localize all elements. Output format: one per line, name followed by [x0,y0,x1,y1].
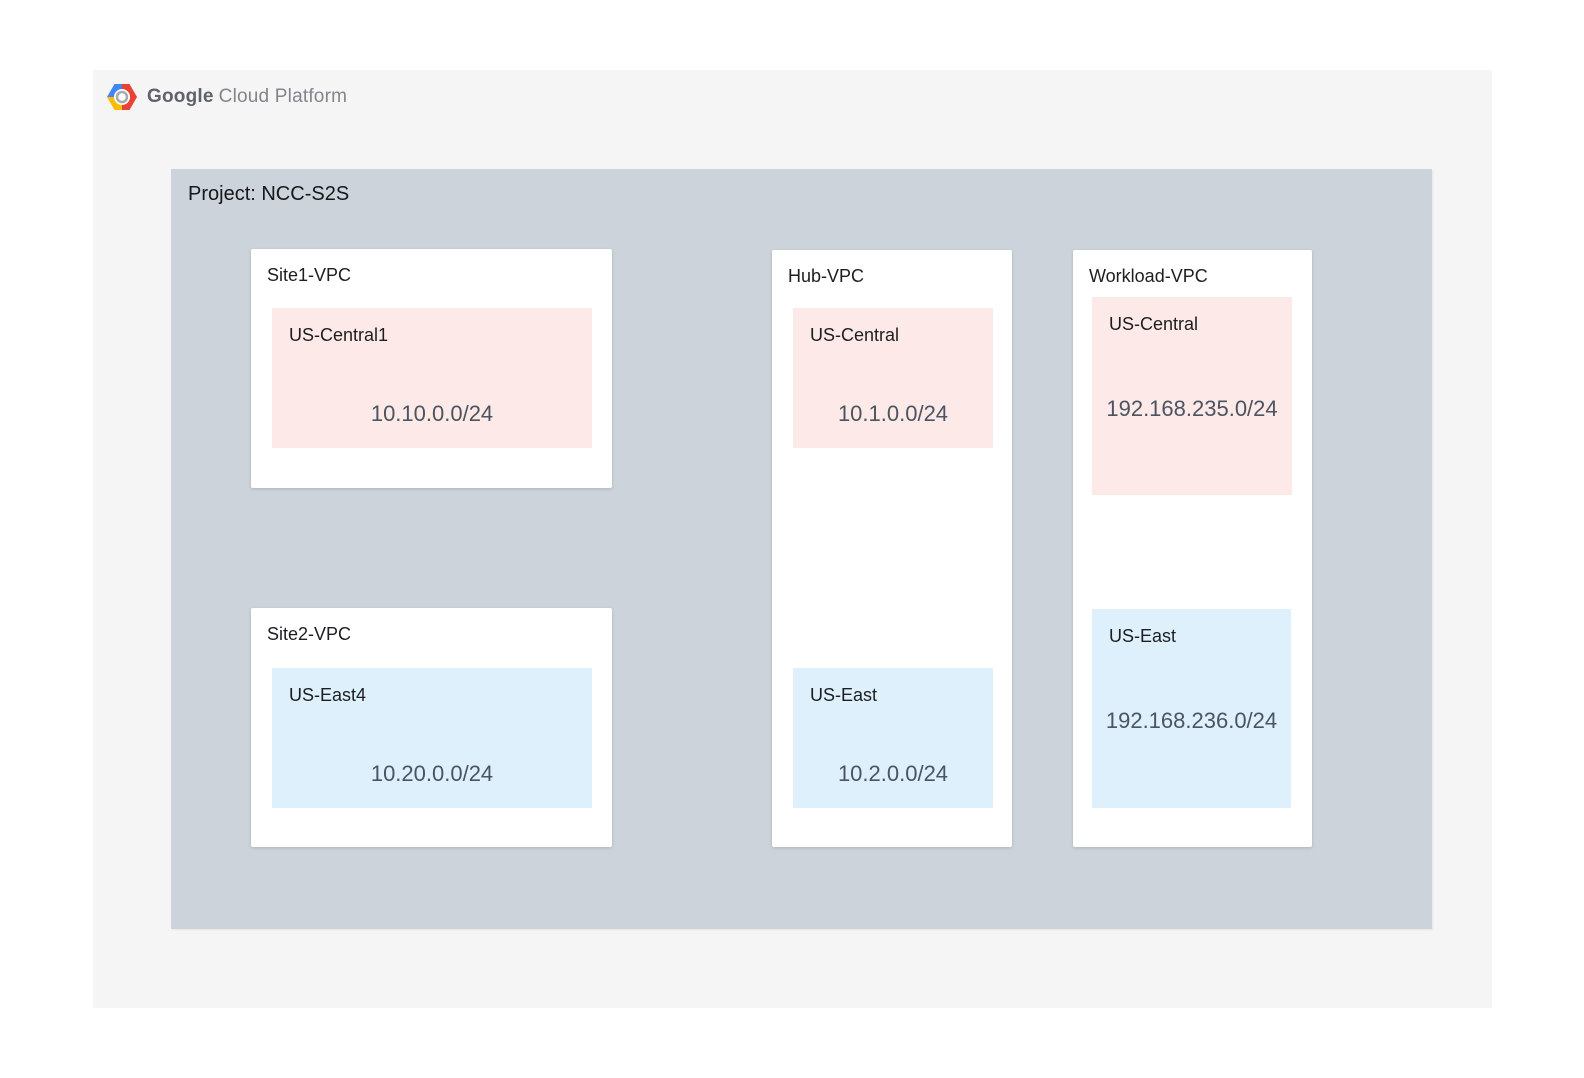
region-name: US-East [810,685,878,705]
region-cidr: 192.168.236.0/24 [1105,708,1278,733]
region-name: US-Central [810,325,900,345]
region-card-workload-us-central: US-Central 192.168.235.0/24 [1092,297,1292,495]
region-card-site2-us-east4: US-East4 10.20.0.0/24 [272,668,592,808]
gcp-logo-text: Google Cloud Platform [147,86,347,108]
region-card-hub-us-central: US-Central 10.1.0.0/24 [793,308,993,448]
region-name: US-East [1109,626,1177,646]
gcp-logo: Google Cloud Platform [106,82,347,112]
region-cidr: 10.10.0.0/24 [370,401,494,426]
region-cidr: 10.1.0.0/24 [837,401,949,426]
vpc-box-workload: Workload-VPC US-Central 192.168.235.0/24… [1073,250,1312,847]
region-card-site1-us-central1: US-Central1 10.10.0.0/24 [272,308,592,448]
vpc-box-site2: Site2-VPC US-East4 10.20.0.0/24 [251,608,612,847]
region-cidr: 10.20.0.0/24 [370,761,494,786]
region-name: US-Central [1109,314,1199,334]
region-cidr: 192.168.235.0/24 [1106,396,1278,421]
vpc-title: Site2-VPC [267,624,352,644]
logo-text-cloud-platform: Cloud Platform [218,86,348,107]
vpc-title: Site1-VPC [267,265,352,285]
region-name: US-East4 [289,685,367,705]
logo-text-google: Google [147,86,214,107]
region-cidr: 10.2.0.0/24 [837,761,949,786]
gcp-hexagon-icon [106,83,138,111]
project-label: Project: NCC-S2S [188,183,350,205]
region-card-workload-us-east: US-East 192.168.236.0/24 [1092,609,1291,808]
region-card-hub-us-east: US-East 10.2.0.0/24 [793,668,993,808]
project-container: Project: NCC-S2S Site1-VPC US-Central1 1… [171,169,1432,929]
vpc-box-site1: Site1-VPC US-Central1 10.10.0.0/24 [251,249,612,488]
region-name: US-Central1 [289,325,389,345]
vpc-title: Hub-VPC [788,266,865,286]
vpc-title: Workload-VPC [1089,266,1208,286]
vpc-box-hub: Hub-VPC US-Central 10.1.0.0/24 US-East 1… [772,250,1012,847]
